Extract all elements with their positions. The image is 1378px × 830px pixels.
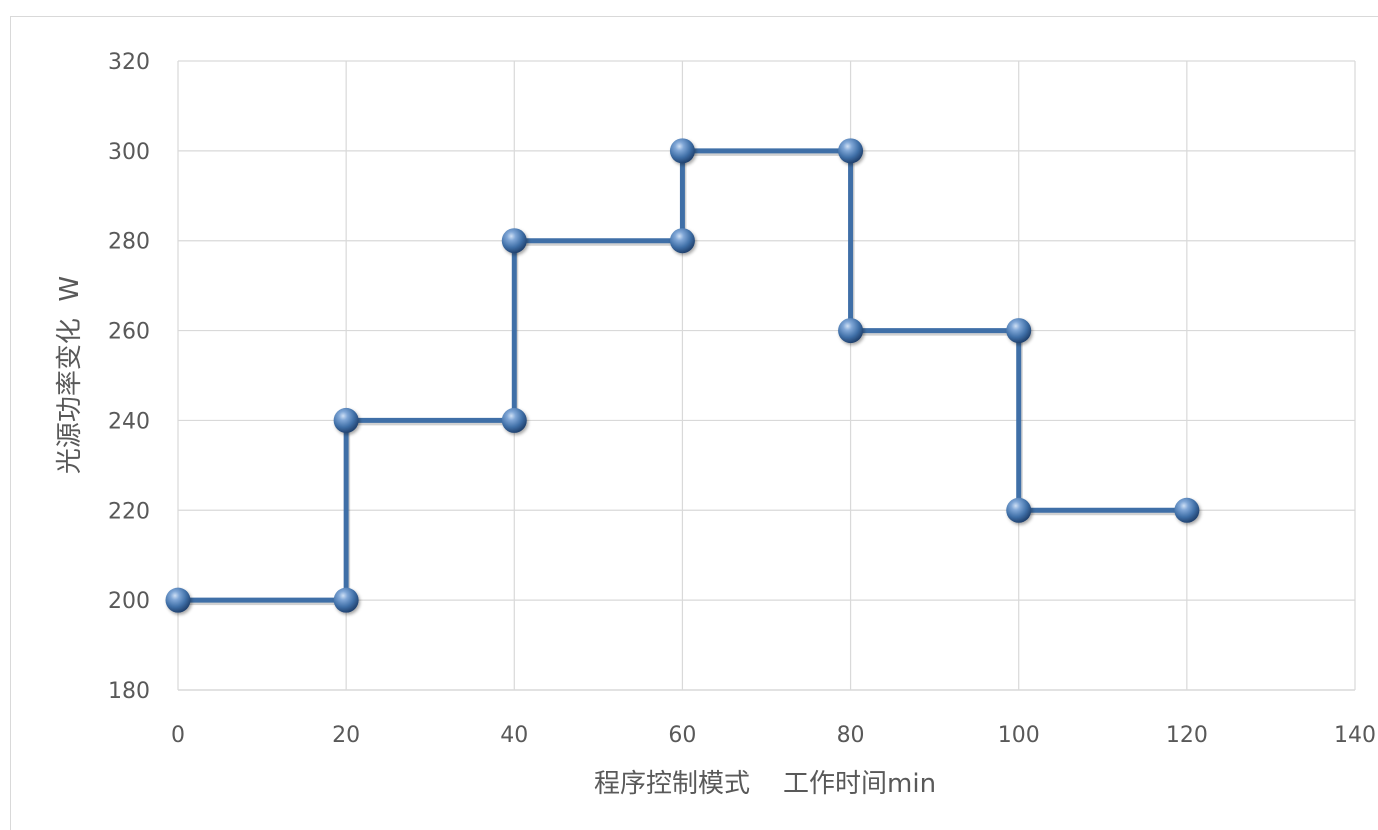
x-axis-title: 程序控制模式 工作时间min xyxy=(594,769,936,799)
y-tick-label: 180 xyxy=(108,679,150,704)
data-point-marker xyxy=(838,318,864,344)
y-tick-label: 220 xyxy=(108,499,150,524)
series-line xyxy=(178,148,1187,603)
y-tick-label: 300 xyxy=(108,140,150,165)
x-tick-label: 80 xyxy=(837,723,865,748)
data-point-marker xyxy=(669,138,695,164)
data-point-marker xyxy=(838,138,864,164)
y-tick-label: 240 xyxy=(108,409,150,434)
data-point-marker xyxy=(1174,497,1200,523)
y-tick-label: 200 xyxy=(108,589,150,614)
data-point-marker xyxy=(501,228,527,254)
data-point-marker xyxy=(501,407,527,433)
tick-labels: 180 200 220 240 260 280 300 320 0 20 40 60 80 100 120 1… xyxy=(108,50,1376,748)
series xyxy=(178,148,1189,606)
x-tick-label: 120 xyxy=(1166,723,1208,748)
data-point-marker xyxy=(1006,318,1032,344)
y-tick-label: 260 xyxy=(108,320,150,345)
x-tick-label: 0 xyxy=(171,723,185,748)
data-point-marker xyxy=(669,228,695,254)
data-markers xyxy=(165,138,1200,613)
data-point-marker xyxy=(333,587,359,613)
x-tick-label: 100 xyxy=(998,723,1040,748)
x-tick-label: 60 xyxy=(668,723,696,748)
x-tick-label: 40 xyxy=(500,723,528,748)
x-tick-label: 20 xyxy=(332,723,360,748)
x-tick-label: 140 xyxy=(1334,723,1376,748)
data-point-marker xyxy=(165,587,191,613)
data-point-marker xyxy=(333,407,359,433)
data-point-marker xyxy=(1006,497,1032,523)
y-axis-title: 光源功率变化 W xyxy=(55,276,85,474)
y-tick-label: 320 xyxy=(108,50,150,75)
y-tick-label: 280 xyxy=(108,230,150,255)
